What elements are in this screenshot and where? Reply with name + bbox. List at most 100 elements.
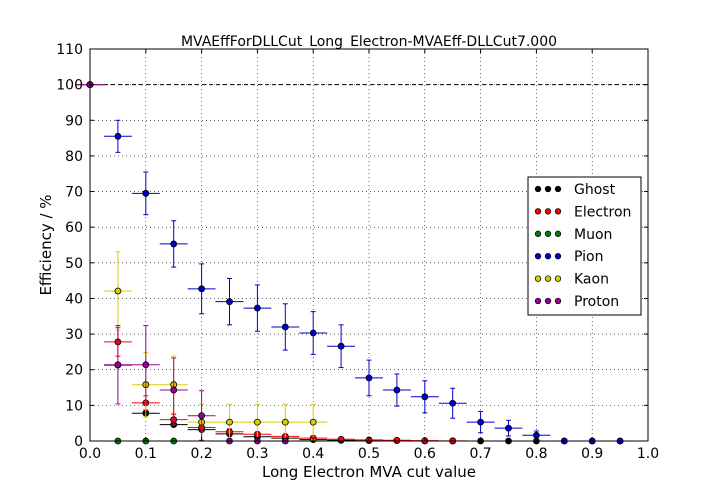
legend-label: Electron (574, 204, 631, 220)
y-tick-label: 100 (56, 78, 83, 94)
y-tick-label: 0 (74, 434, 83, 450)
legend-marker (544, 297, 552, 305)
marker (198, 412, 206, 420)
marker (198, 285, 206, 293)
x-tick-label: 0.8 (525, 446, 547, 462)
marker (226, 418, 233, 426)
legend-label: Ghost (574, 182, 616, 198)
data-point-pion (187, 263, 216, 315)
legend-marker (544, 230, 552, 237)
legend-marker (534, 275, 542, 282)
data-point-pion (243, 284, 272, 332)
data-point-pion (410, 380, 439, 414)
marker (393, 386, 401, 394)
marker (309, 418, 317, 426)
y-tick-label: 40 (65, 291, 83, 307)
y-tick-label: 20 (65, 363, 83, 379)
marker (253, 304, 261, 312)
x-axis-label: Long Electron MVA cut value (262, 463, 476, 481)
y-tick-label: 80 (65, 149, 83, 165)
x-tick-label: 0.7 (469, 446, 491, 462)
data-point-pion (327, 324, 356, 369)
data-point-pion (103, 119, 132, 153)
data-point-pion (271, 303, 300, 351)
marker (170, 240, 178, 248)
marker (142, 361, 150, 369)
legend-label: Proton (574, 294, 619, 310)
marker (421, 393, 429, 401)
legend-marker (544, 253, 552, 260)
marker (114, 132, 122, 140)
marker (142, 189, 150, 197)
data-point-pion (355, 359, 383, 397)
y-tick-label: 50 (65, 256, 83, 272)
legend-marker (554, 230, 562, 237)
data-point-proton (159, 357, 188, 423)
x-tick-label: 0.3 (246, 446, 268, 462)
x-tick-label: 0.2 (190, 446, 212, 462)
y-tick-label: 70 (65, 185, 83, 201)
legend-marker (544, 275, 552, 282)
data-point-pion (299, 311, 328, 355)
legend-marker (534, 253, 542, 260)
legend-marker (534, 185, 542, 193)
data-point-pion (159, 220, 188, 268)
data-point-kaon (243, 403, 272, 441)
y-tick-label: 110 (56, 42, 83, 58)
legend-marker (554, 253, 562, 260)
marker (114, 287, 122, 295)
data-point-proton (131, 325, 160, 405)
legend-label: Pion (574, 249, 603, 265)
legend-marker (554, 297, 562, 305)
legend-marker (534, 208, 542, 215)
y-tick-label: 30 (65, 327, 83, 343)
data-point-pion (131, 171, 160, 216)
y-axis-label: Efficiency / % (37, 194, 55, 295)
ticks: 0.0 0.1 0.2 0.3 0.4 0.5 0.6 0.7 0.8 0.9 1.0 0 10 20 30… (56, 42, 659, 462)
x-tick-label: 0.9 (581, 446, 603, 462)
data-point-pion (382, 373, 411, 407)
data-point-pion (494, 419, 523, 437)
legend: Ghost Electron Muon Pion Kaon Proton (527, 176, 642, 316)
y-tick-label: 90 (65, 113, 83, 129)
legend-marker (554, 185, 562, 193)
data-point-kaon (271, 403, 300, 441)
legend-marker (534, 230, 542, 237)
data-point-kaon (103, 251, 132, 331)
legend-marker (554, 275, 562, 282)
marker (281, 418, 289, 426)
marker (170, 386, 178, 394)
y-tick-label: 10 (65, 398, 83, 414)
marker (114, 361, 122, 369)
y-tick-label: 60 (65, 220, 83, 236)
data-point-pion (438, 387, 467, 419)
x-tick-label: 0.1 (135, 446, 157, 462)
marker (253, 418, 261, 426)
marker (309, 329, 317, 337)
legend-box (527, 176, 642, 316)
legend-marker (544, 208, 552, 215)
data-point-kaon (299, 403, 328, 441)
marker (449, 399, 457, 407)
legend-marker (554, 208, 562, 215)
marker (281, 323, 289, 331)
marker (393, 436, 401, 444)
chart-title: MVAEffForDLLCut_Long_Electron-MVAEff-DLL… (181, 34, 557, 50)
marker (477, 418, 485, 426)
x-tick-label: 1.0 (637, 446, 659, 462)
legend-marker (544, 185, 552, 193)
marker (505, 424, 512, 432)
legend-marker (534, 297, 542, 305)
x-tick-label: 0.0 (79, 446, 101, 462)
marker (337, 342, 345, 350)
data-point-pion (215, 277, 244, 326)
x-tick-label: 0.5 (358, 446, 380, 462)
data-point-proton (103, 325, 132, 405)
marker (226, 298, 233, 306)
legend-label: Kaon (574, 272, 609, 288)
x-tick-label: 0.4 (302, 446, 324, 462)
data-point-pion (466, 410, 495, 434)
marker (365, 374, 373, 382)
x-tick-label: 0.6 (414, 446, 436, 462)
